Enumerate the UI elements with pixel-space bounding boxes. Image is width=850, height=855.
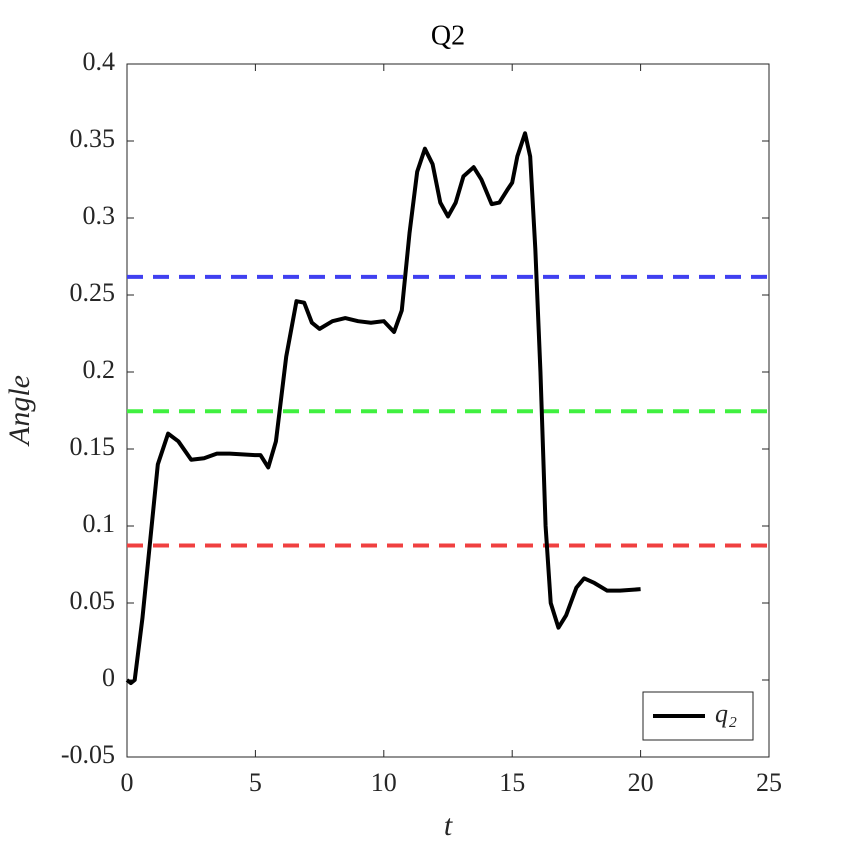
y-tick-label: 0.3 <box>83 201 116 230</box>
data-line <box>125 131 641 686</box>
x-tick-label: 0 <box>121 768 134 797</box>
y-tick-label: 0.4 <box>83 47 116 76</box>
y-tick-label: 0.15 <box>70 432 116 461</box>
x-tick-label: 15 <box>499 768 525 797</box>
x-tick-label: 20 <box>628 768 654 797</box>
legend-label: q₂ <box>715 699 737 728</box>
y-tick-label: 0.35 <box>70 124 116 153</box>
y-tick-label: 0.25 <box>70 278 116 307</box>
x-axis-label: t <box>444 809 453 842</box>
y-tick-label: -0.05 <box>61 740 115 769</box>
y-tick-label: 0.05 <box>70 586 116 615</box>
y-tick-label: 0.1 <box>83 509 116 538</box>
x-tick-label: 5 <box>249 768 262 797</box>
chart-title: Q2 <box>431 20 465 51</box>
y-axis-label: Angle <box>3 375 36 447</box>
x-tick-label: 25 <box>756 768 782 797</box>
y-tick-label: 0 <box>102 663 115 692</box>
y-tick-label: 0.2 <box>83 355 116 384</box>
x-tick-label: 10 <box>371 768 397 797</box>
